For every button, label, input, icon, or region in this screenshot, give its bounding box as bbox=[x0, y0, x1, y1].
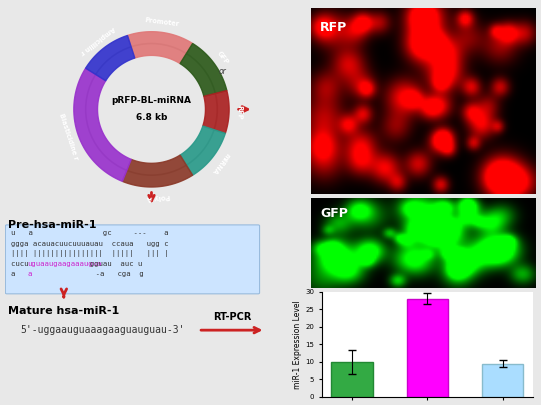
Text: pRFP-BL-miRNA: pRFP-BL-miRNA bbox=[111, 96, 192, 105]
Polygon shape bbox=[180, 43, 227, 96]
Polygon shape bbox=[122, 155, 193, 187]
Text: GFP: GFP bbox=[215, 50, 229, 66]
Text: or: or bbox=[219, 67, 227, 76]
Bar bbox=[332, 362, 373, 397]
Bar bbox=[407, 298, 448, 397]
Text: Mature hsa-miR-1: Mature hsa-miR-1 bbox=[8, 306, 120, 316]
Text: RFP: RFP bbox=[320, 21, 347, 34]
Text: u   a                gc     ---    a: u a gc --- a bbox=[11, 230, 169, 236]
Text: a: a bbox=[11, 271, 33, 277]
Text: uguaaugaagaaaugua: uguaaugaagaaaugua bbox=[27, 261, 101, 267]
Text: Ampicillin r: Ampicillin r bbox=[79, 25, 116, 55]
Polygon shape bbox=[74, 68, 131, 181]
Text: -a   cga  g: -a cga g bbox=[30, 271, 144, 277]
Bar bbox=[482, 364, 523, 397]
Text: GFP: GFP bbox=[320, 207, 348, 220]
Y-axis label: miR-1 Expression Level: miR-1 Expression Level bbox=[293, 300, 302, 389]
Text: RT-PCR: RT-PCR bbox=[213, 312, 251, 322]
Polygon shape bbox=[203, 91, 229, 133]
Text: 6.8 kb: 6.8 kb bbox=[136, 113, 167, 122]
FancyBboxPatch shape bbox=[5, 225, 260, 294]
Text: Blasticidine r: Blasticidine r bbox=[58, 112, 78, 160]
Text: 5'-uggaauguaaagaaguauguau-3': 5'-uggaauguaaagaaguauguau-3' bbox=[20, 325, 184, 335]
Text: gguau  auc u: gguau auc u bbox=[81, 261, 142, 267]
Text: Poly A: Poly A bbox=[147, 192, 171, 200]
Text: Pre-hsa-miR-1: Pre-hsa-miR-1 bbox=[8, 220, 97, 230]
Polygon shape bbox=[85, 36, 135, 81]
Polygon shape bbox=[128, 32, 193, 64]
Text: |||| ||||||||||||||||  |||||   ||| |: |||| |||||||||||||||| ||||| ||| | bbox=[11, 250, 169, 257]
Polygon shape bbox=[180, 126, 226, 175]
Text: Promoter: Promoter bbox=[144, 17, 180, 28]
Text: a: a bbox=[27, 271, 31, 277]
Text: cucu: cucu bbox=[11, 261, 33, 267]
Text: ggga acauacuucuuuauau  ccaua   ugg c: ggga acauacuucuuuauau ccaua ugg c bbox=[11, 241, 169, 247]
Text: miRNA: miRNA bbox=[210, 151, 230, 175]
Text: RFP: RFP bbox=[236, 105, 242, 120]
